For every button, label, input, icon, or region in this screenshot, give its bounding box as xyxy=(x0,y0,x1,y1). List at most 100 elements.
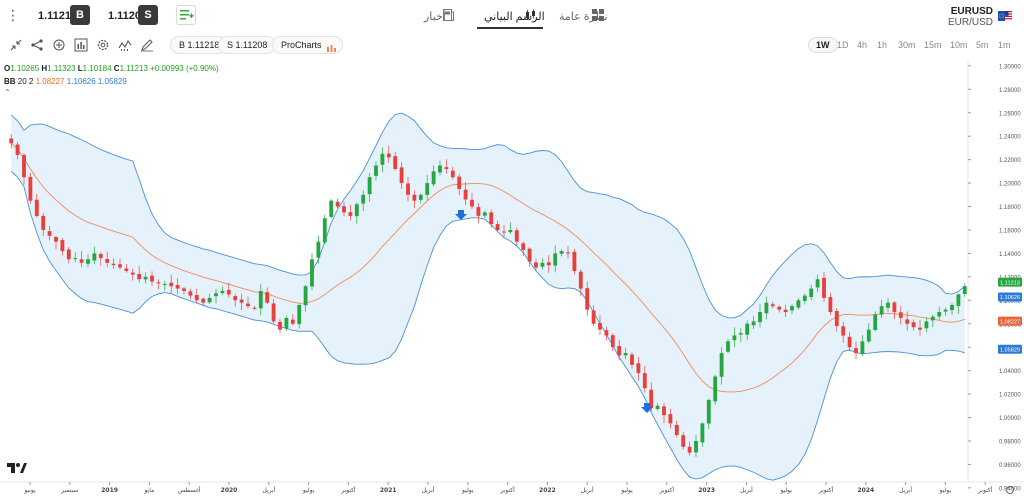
prochart-button[interactable]: ProCharts xyxy=(272,36,343,54)
draw-icon[interactable] xyxy=(140,38,154,52)
time-axis-label: أبريل xyxy=(422,486,435,494)
candle-body xyxy=(796,300,801,308)
candle-body xyxy=(22,154,26,178)
candle-body xyxy=(572,251,577,271)
candle-body xyxy=(854,348,858,354)
timeframe-1m[interactable]: 1m xyxy=(998,40,1011,50)
time-axis-label: يوليو xyxy=(620,487,633,494)
candle-body xyxy=(54,236,58,242)
candle-body xyxy=(732,335,737,341)
candle-body xyxy=(866,329,871,342)
share-icon[interactable] xyxy=(30,38,44,52)
candle-body xyxy=(879,306,884,315)
candle-body xyxy=(290,319,295,324)
candle-body xyxy=(809,288,814,298)
chart-toolbar: B 1.11218 S 1.11208 ProCharts 1W 1D 4h 1… xyxy=(0,34,1024,58)
candle-body xyxy=(220,290,225,293)
chart-legend: O1.10265 H1.11323 L1.10184 C1.11213 +0.0… xyxy=(4,64,219,87)
candle-body xyxy=(738,333,743,335)
collapse-legend-icon[interactable]: ⌃ xyxy=(4,88,11,97)
tab-chart[interactable]: الرسم البياني xyxy=(484,11,545,23)
candle-body xyxy=(847,336,852,348)
candle-body xyxy=(156,282,161,284)
candle-body xyxy=(726,341,730,352)
candle-body xyxy=(406,183,410,195)
candle-body xyxy=(201,298,206,303)
timeframe-5m[interactable]: 5m xyxy=(976,40,989,50)
candle-body xyxy=(246,303,250,307)
candle-body xyxy=(521,243,526,250)
candle-body xyxy=(585,288,590,310)
candle-body xyxy=(719,353,724,377)
news-icon xyxy=(443,8,454,26)
indicators-icon[interactable] xyxy=(74,38,88,52)
price-axis-label: 1.30000 xyxy=(999,64,1021,70)
time-axis-label: 2024 xyxy=(857,487,874,494)
candle-body xyxy=(886,302,890,308)
price-axis-label: 1.10000 xyxy=(999,299,1021,305)
time-axis-label: أكتوبر xyxy=(340,486,356,494)
buy-button[interactable]: B xyxy=(70,5,90,25)
price-tag-label: 1.08227 xyxy=(1000,319,1020,325)
candle-body xyxy=(713,376,718,402)
timeframe-1w[interactable]: 1W xyxy=(808,37,838,53)
timeframe-30m[interactable]: 30m xyxy=(898,40,916,50)
symbol-info[interactable]: EURUSD EUR/USD xyxy=(948,6,993,28)
symbol-pair: EUR/USD xyxy=(947,17,993,28)
candle-body xyxy=(322,218,327,243)
watchlist-add-icon[interactable] xyxy=(176,5,196,25)
timeframe-1d[interactable]: 1D xyxy=(837,40,849,50)
candle-body xyxy=(393,156,398,170)
time-axis-label: يوليو xyxy=(302,487,315,494)
timeframe-15m[interactable]: 15m xyxy=(924,40,942,50)
candle-body xyxy=(438,165,442,173)
crosshair-icon[interactable] xyxy=(52,38,66,52)
sell-pill-button[interactable]: S 1.11208 xyxy=(218,36,277,54)
price-chart[interactable]: 1.30000 1.28000 1.26000 1.24000 1.22000 1.200… xyxy=(0,60,1024,498)
candle-body xyxy=(239,299,244,303)
candle-body xyxy=(329,200,334,217)
main-tabs: أخبار الرسم البياني نظرة عامة xyxy=(0,0,1024,32)
time-axis-label: أبريل xyxy=(581,486,594,494)
price-axis-label: 1.22000 xyxy=(999,158,1021,164)
candle-body xyxy=(463,189,468,200)
timeframe-1h[interactable]: 1h xyxy=(877,40,888,50)
candle-body xyxy=(143,276,148,280)
candle-body xyxy=(175,284,180,289)
timeframe-4h[interactable]: 4h xyxy=(857,40,868,50)
close-value: 1.11213 xyxy=(119,64,148,73)
candle-body xyxy=(28,176,33,201)
candle-body xyxy=(124,268,129,271)
price-axis-label: 1.04000 xyxy=(999,369,1021,375)
pro-chart-icon xyxy=(326,41,336,57)
candle-body xyxy=(527,248,532,262)
candle-body xyxy=(962,286,967,295)
collapse-arrows-icon[interactable] xyxy=(9,38,23,52)
candle-body xyxy=(566,252,570,254)
timeframe-10m[interactable]: 10m xyxy=(950,40,968,50)
open-value: 1.10265 xyxy=(10,64,40,73)
sell-price: 1.11208 xyxy=(108,10,148,22)
candle-body xyxy=(137,274,142,280)
more-menu-icon[interactable]: ⋮ xyxy=(6,7,20,23)
tab-news[interactable]: أخبار xyxy=(424,11,446,23)
buy-price: 1.11218 xyxy=(38,10,78,22)
candle-body xyxy=(559,251,564,254)
settings-icon[interactable] xyxy=(96,38,110,52)
candle-body xyxy=(930,316,935,321)
candle-body xyxy=(482,212,487,216)
price-tag-label: 1.05829 xyxy=(1000,347,1020,353)
price-axis-label: 1.24000 xyxy=(999,135,1021,141)
candle-body xyxy=(892,302,897,313)
studies-icon[interactable] xyxy=(118,38,132,52)
candle-body xyxy=(950,304,954,311)
candle-body xyxy=(681,435,686,447)
candle-body xyxy=(98,253,103,259)
price-axis-label: 1.16000 xyxy=(999,228,1021,234)
bb-legend: BB 20 2 1.08227 1.10626 1.05829 xyxy=(4,77,219,87)
candle-body xyxy=(278,321,282,330)
candle-body xyxy=(534,262,538,268)
sell-button[interactable]: S xyxy=(138,5,158,25)
price-axis-label: 0.98000 xyxy=(999,439,1021,445)
bollinger-mid-line xyxy=(10,142,965,393)
